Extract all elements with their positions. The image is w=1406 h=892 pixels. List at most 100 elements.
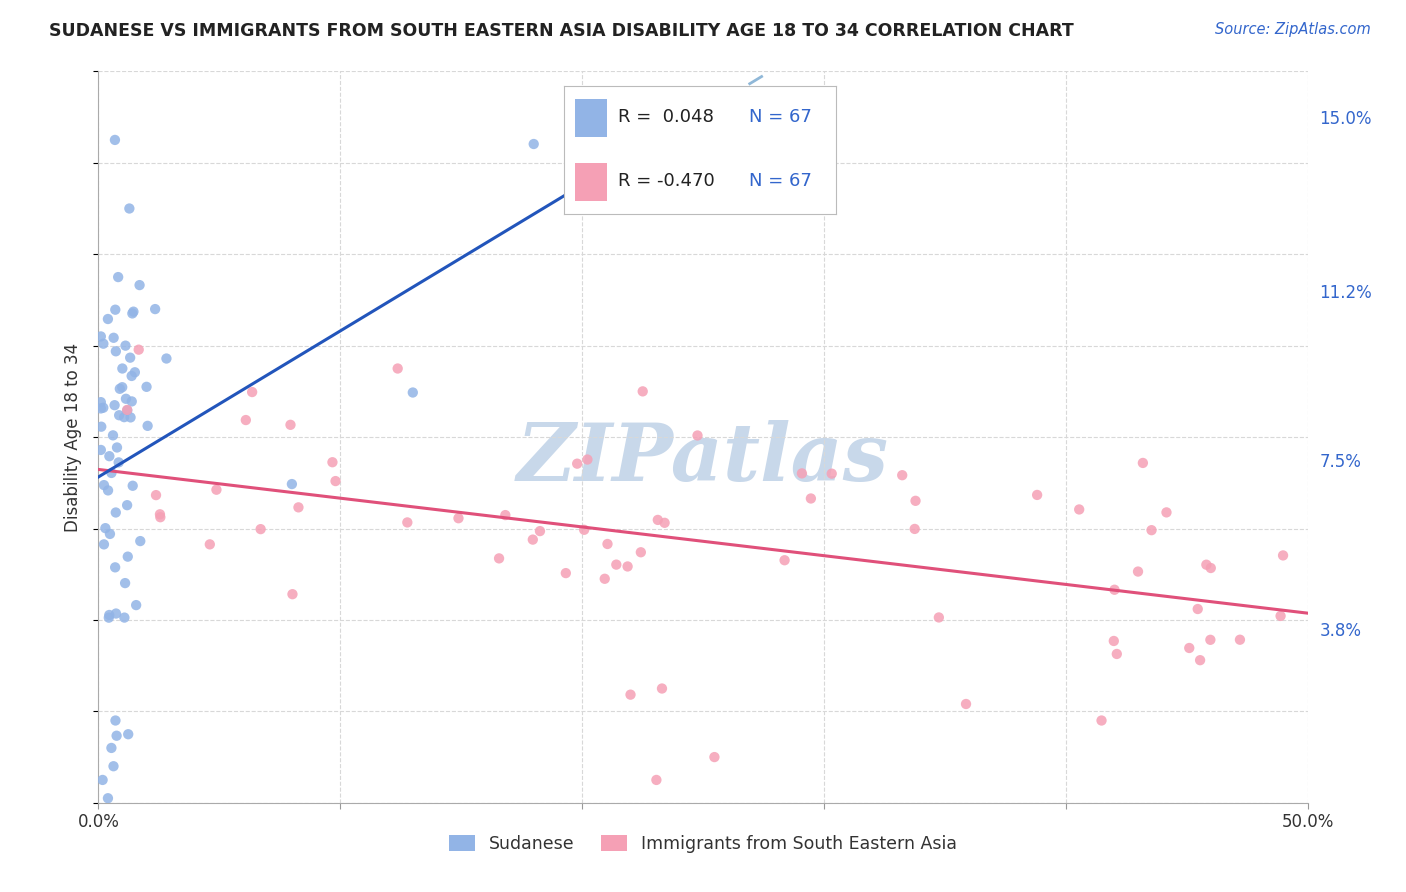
- Point: [800, 491, 823, 506]
- Point: [90, 395, 112, 409]
- Point: [387, 361, 409, 376]
- Point: [1104, 582, 1126, 597]
- Point: [821, 467, 844, 481]
- Point: [107, 455, 129, 469]
- Point: [891, 468, 914, 483]
- Point: [91, 401, 114, 415]
- Point: [1199, 561, 1222, 575]
- Point: [108, 409, 131, 423]
- Point: [121, 394, 143, 409]
- Point: [630, 545, 652, 559]
- Point: [91, 772, 114, 787]
- Point: [97, 610, 120, 624]
- Point: [1156, 505, 1178, 519]
- Point: [114, 338, 136, 352]
- Point: [904, 493, 927, 508]
- Point: [149, 508, 172, 522]
- Point: [529, 524, 551, 538]
- Point: [143, 302, 166, 317]
- Point: [121, 368, 143, 383]
- Point: [145, 488, 167, 502]
- Point: [104, 714, 127, 728]
- Point: [523, 136, 546, 151]
- Point: [1090, 714, 1112, 728]
- Point: [554, 566, 576, 581]
- Point: [122, 304, 145, 318]
- Point: [703, 750, 725, 764]
- Point: [129, 534, 152, 549]
- Point: [93, 336, 115, 351]
- Point: [120, 351, 142, 365]
- Point: [117, 549, 139, 564]
- Point: [103, 331, 125, 345]
- Point: [90, 419, 112, 434]
- Point: [105, 607, 128, 621]
- Point: [128, 278, 150, 293]
- Legend: Sudanese, Immigrants from South Eastern Asia: Sudanese, Immigrants from South Eastern …: [443, 828, 963, 860]
- Point: [593, 572, 616, 586]
- Text: Source: ZipAtlas.com: Source: ZipAtlas.com: [1215, 22, 1371, 37]
- Point: [100, 740, 122, 755]
- Point: [124, 365, 146, 379]
- Point: [1270, 609, 1292, 624]
- Point: [1126, 565, 1149, 579]
- Point: [105, 441, 128, 455]
- Point: [98, 527, 121, 541]
- Point: [325, 474, 347, 488]
- Point: [111, 380, 134, 394]
- Point: [647, 513, 669, 527]
- Point: [90, 442, 112, 457]
- Point: [112, 410, 135, 425]
- Point: [1272, 549, 1295, 563]
- Point: [205, 483, 228, 497]
- Point: [97, 791, 120, 805]
- Point: [240, 385, 263, 400]
- Point: [1102, 634, 1125, 648]
- Point: [576, 452, 599, 467]
- Point: [103, 759, 125, 773]
- Point: [1187, 602, 1209, 616]
- Point: [108, 382, 131, 396]
- Point: [249, 522, 271, 536]
- Point: [115, 498, 138, 512]
- Point: [149, 510, 172, 524]
- Point: [287, 500, 309, 515]
- Point: [596, 537, 619, 551]
- Point: [1195, 558, 1218, 572]
- Point: [155, 351, 177, 366]
- Point: [955, 697, 977, 711]
- Point: [928, 610, 950, 624]
- Point: [100, 466, 122, 480]
- Point: [904, 522, 927, 536]
- Point: [1199, 632, 1222, 647]
- Point: [111, 361, 134, 376]
- Point: [98, 607, 121, 622]
- Point: [1026, 488, 1049, 502]
- Point: [105, 729, 128, 743]
- Point: [128, 343, 150, 357]
- Point: [104, 344, 127, 359]
- Point: [121, 479, 143, 493]
- Point: [616, 559, 638, 574]
- Point: [135, 380, 157, 394]
- Point: [104, 398, 127, 412]
- Point: [90, 401, 112, 416]
- Point: [121, 306, 143, 320]
- Point: [396, 516, 419, 530]
- Point: [112, 610, 135, 624]
- Point: [1069, 502, 1091, 516]
- Point: [117, 403, 139, 417]
- Point: [1189, 653, 1212, 667]
- Point: [402, 385, 425, 400]
- Point: [619, 688, 641, 702]
- Point: [90, 329, 112, 343]
- Point: [447, 511, 470, 525]
- Point: [115, 392, 138, 406]
- Point: [198, 537, 221, 551]
- Point: [790, 467, 813, 481]
- Point: [281, 587, 304, 601]
- Point: [104, 133, 127, 147]
- Point: [93, 478, 115, 492]
- Text: SUDANESE VS IMMIGRANTS FROM SOUTH EASTERN ASIA DISABILITY AGE 18 TO 34 CORRELATI: SUDANESE VS IMMIGRANTS FROM SOUTH EASTER…: [49, 22, 1074, 40]
- Point: [773, 553, 796, 567]
